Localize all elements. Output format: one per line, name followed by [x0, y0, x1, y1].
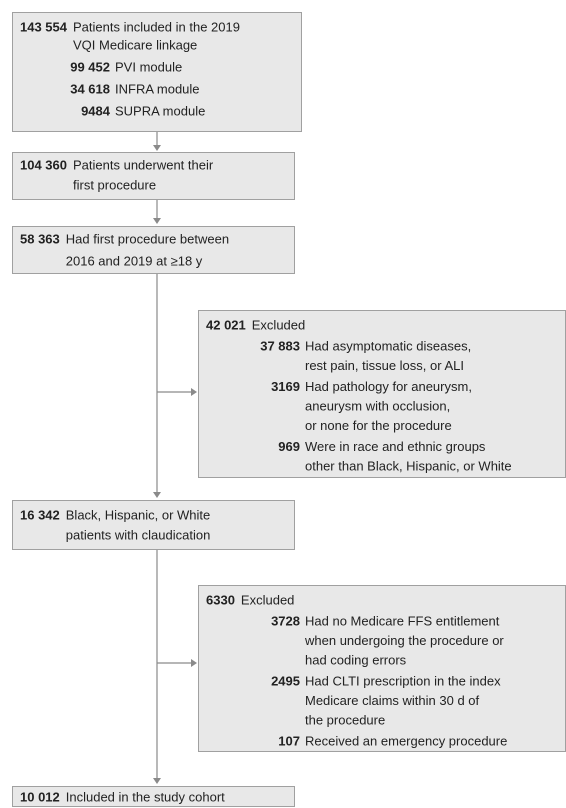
box-text: Excluded	[252, 317, 305, 332]
flow-box	[12, 500, 295, 550]
flow-box	[198, 585, 566, 752]
item-count: 3728	[271, 613, 300, 628]
item-text: the procedure	[305, 712, 385, 727]
count: 104 360	[20, 157, 67, 172]
count: 42 021	[206, 317, 246, 332]
arrowhead	[191, 659, 197, 667]
item-text: SUPRA module	[115, 103, 205, 118]
flow-box	[12, 226, 295, 274]
arrowhead	[191, 388, 197, 396]
box-text: first procedure	[73, 177, 156, 192]
flow-box	[12, 12, 302, 132]
count: 10 012	[20, 789, 60, 804]
item-count: 99 452	[70, 59, 110, 74]
arrowhead	[153, 145, 161, 151]
box-text: 2016 and 2019 at ≥18 y	[66, 253, 203, 268]
item-count: 9484	[81, 103, 111, 118]
count: 6330	[206, 592, 235, 607]
item-text: Had CLTI prescription in the index	[305, 673, 501, 688]
box-text: Had first procedure between	[66, 231, 229, 246]
item-count: 969	[278, 439, 300, 454]
count: 58 363	[20, 231, 60, 246]
item-text: or none for the procedure	[305, 418, 452, 433]
connectors	[153, 132, 197, 784]
item-text: Had no Medicare FFS entitlement	[305, 613, 500, 628]
box-text: Excluded	[241, 592, 294, 607]
item-text: Medicare claims within 30 d of	[305, 693, 480, 708]
flow-box	[198, 310, 566, 478]
arrowhead	[153, 778, 161, 784]
box-text: Patients included in the 2019	[73, 19, 240, 34]
flow-box	[12, 152, 295, 200]
item-count: 37 883	[260, 338, 300, 353]
item-count: 3169	[271, 379, 300, 394]
arrowhead	[153, 492, 161, 498]
count: 16 342	[20, 507, 60, 522]
box-text: VQI Medicare linkage	[73, 37, 197, 52]
box-text: patients with claudication	[66, 527, 211, 542]
item-text: Had pathology for aneurysm,	[305, 379, 472, 394]
item-text: Had asymptomatic diseases,	[305, 338, 471, 353]
item-text: rest pain, tissue loss, or ALI	[305, 358, 464, 373]
item-text: INFRA module	[115, 81, 200, 96]
item-text: had coding errors	[305, 652, 407, 667]
item-text: when undergoing the procedure or	[304, 633, 504, 648]
item-count: 2495	[271, 673, 300, 688]
count: 143 554	[20, 19, 68, 34]
box-text: Included in the study cohort	[66, 789, 225, 804]
item-count: 34 618	[70, 81, 110, 96]
item-text: aneurysm with occlusion,	[305, 398, 450, 413]
flow-box	[12, 786, 295, 807]
box-text: Black, Hispanic, or White	[66, 507, 211, 522]
arrowhead	[153, 218, 161, 224]
box-text: Patients underwent their	[73, 157, 214, 172]
item-text: Were in race and ethnic groups	[305, 439, 486, 454]
item-text: other than Black, Hispanic, or White	[305, 458, 512, 473]
item-text: PVI module	[115, 59, 182, 74]
item-count: 107	[278, 733, 300, 748]
item-text: Received an emergency procedure	[305, 733, 507, 748]
